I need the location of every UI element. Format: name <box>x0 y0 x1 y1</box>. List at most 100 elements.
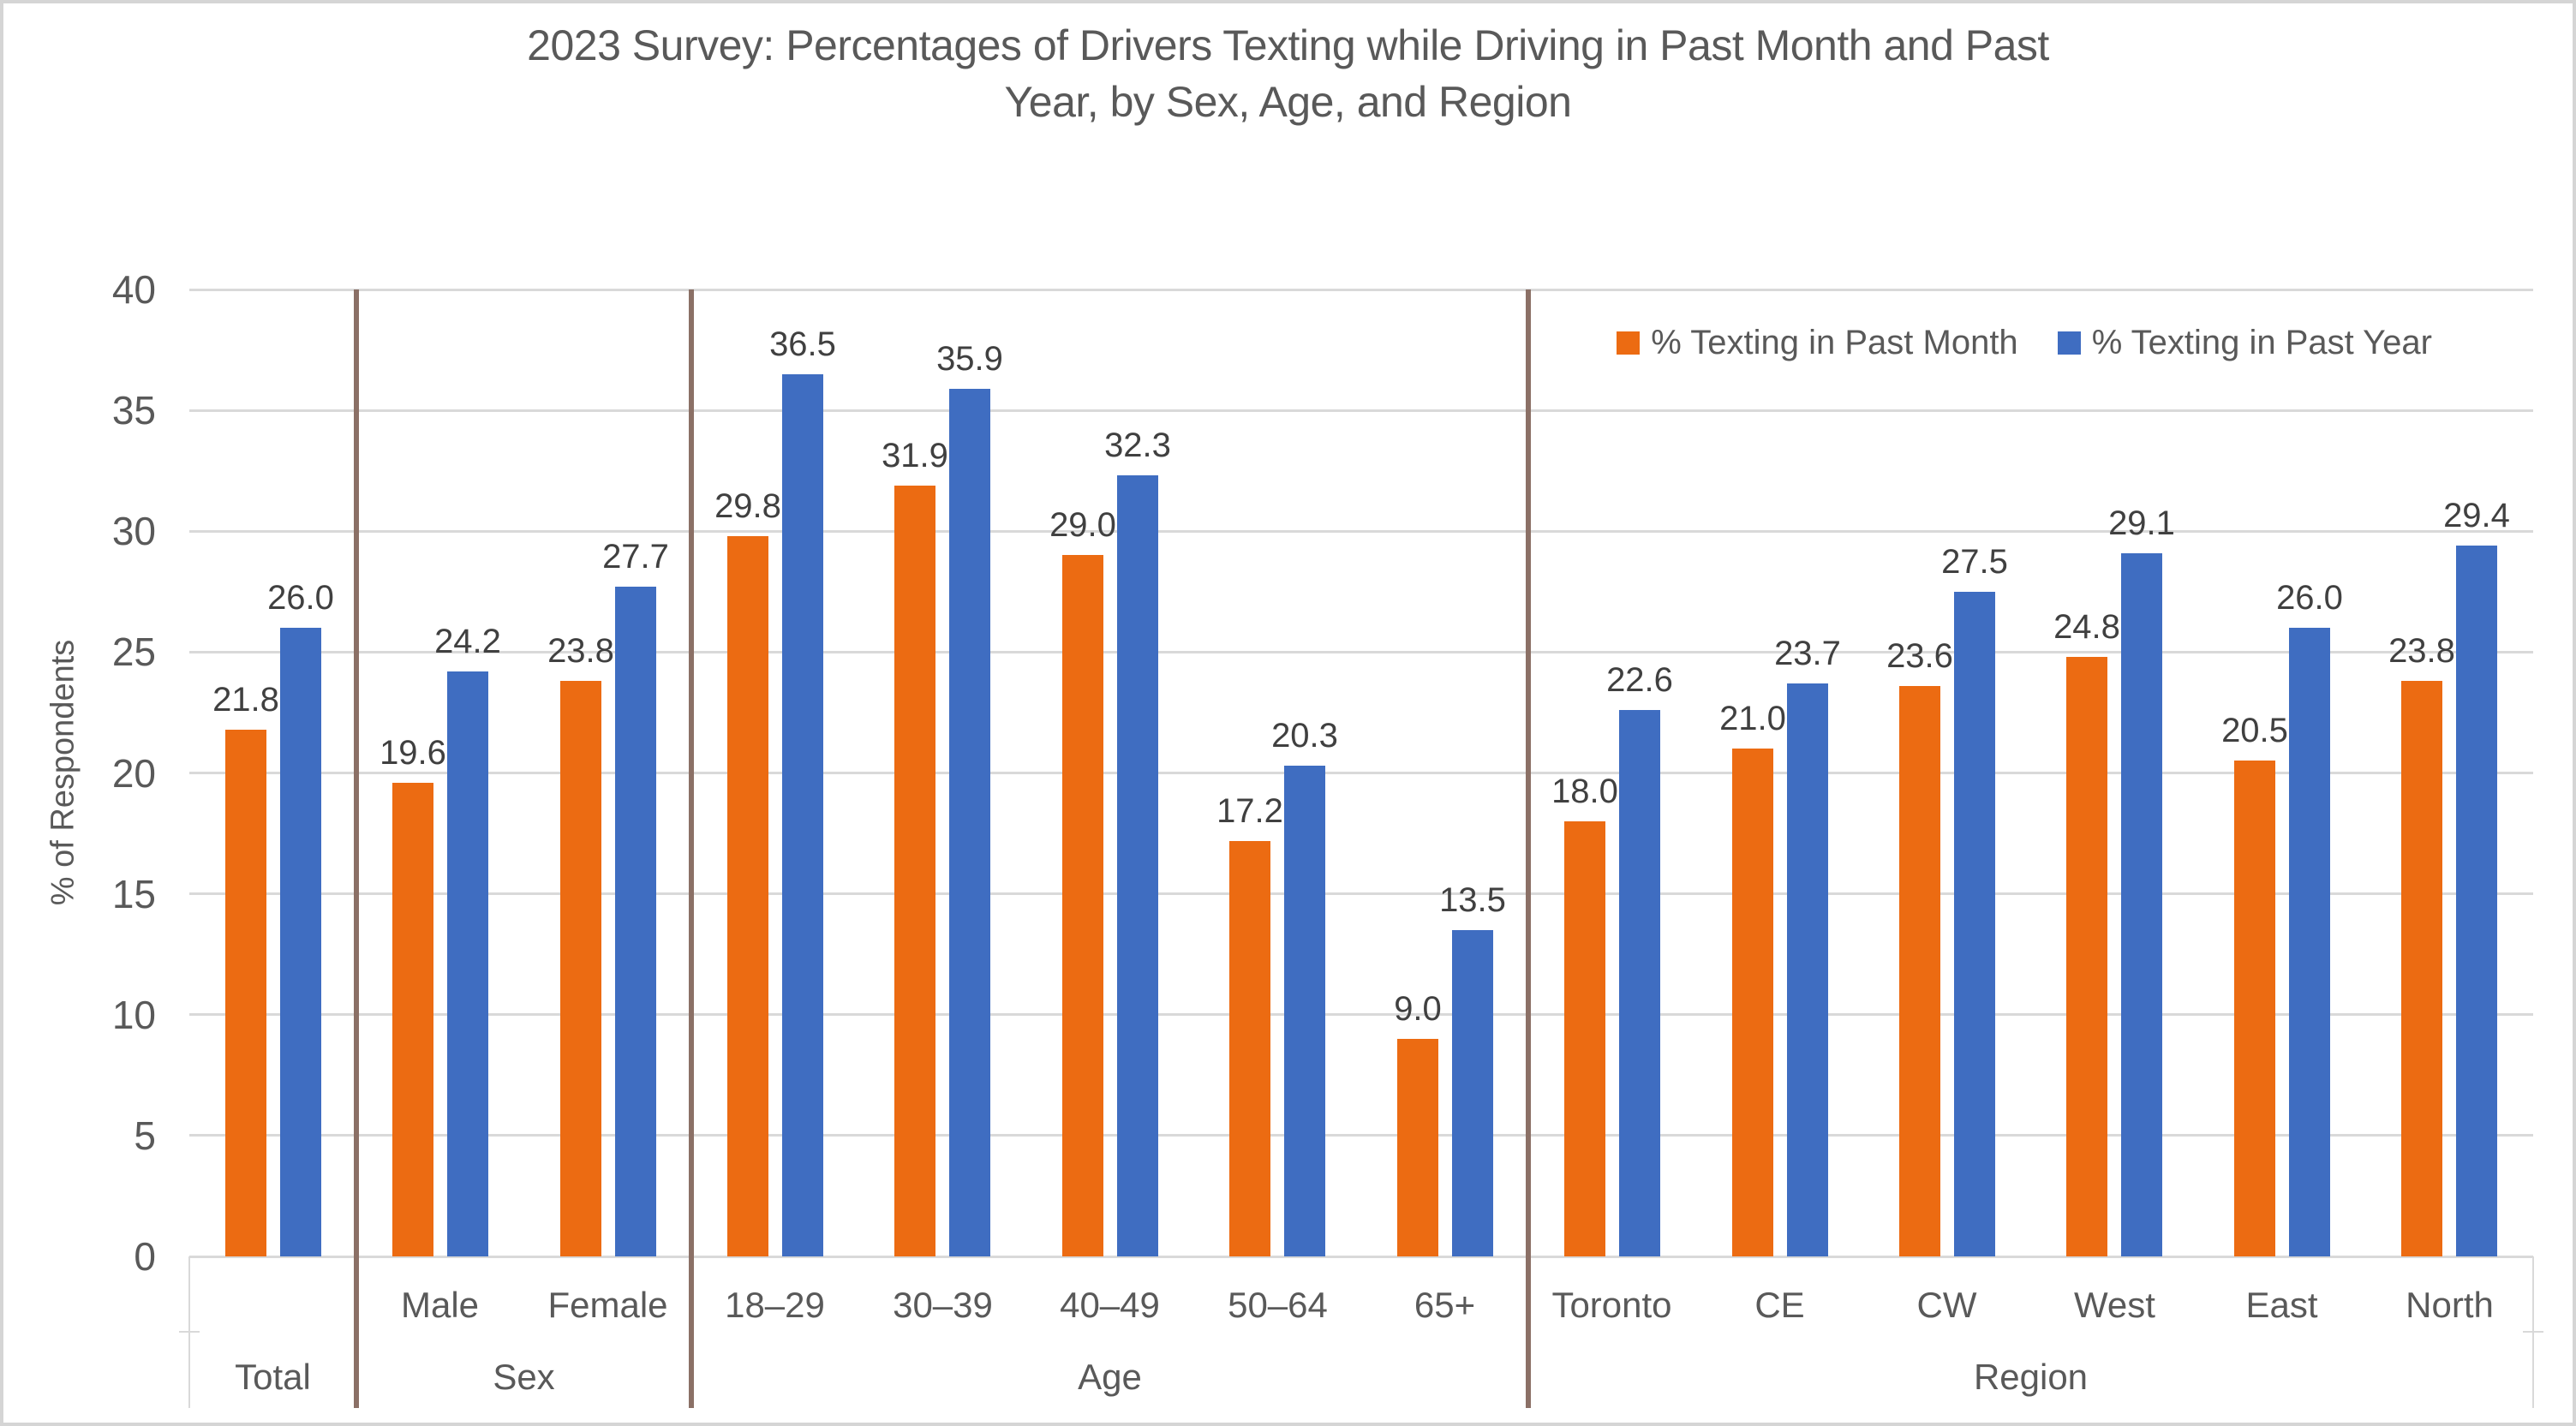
bar-value-label: 21.0 <box>1719 700 1786 737</box>
group-separator <box>1526 289 1531 1408</box>
bar-value-label: 29.0 <box>1049 506 1116 544</box>
category-label: North <box>2406 1285 2494 1325</box>
y-tick-label: 15 <box>111 872 156 916</box>
bar-value-label: 23.8 <box>547 632 614 670</box>
bar-north-past-year <box>2456 546 2497 1256</box>
bar-30-39-past-year <box>949 389 990 1256</box>
y-tick-label: 20 <box>111 751 156 796</box>
bar-value-label: 22.6 <box>1606 661 1673 699</box>
category-label: CE <box>1754 1285 1805 1325</box>
gridline <box>189 892 2533 895</box>
bar-18-29-past-year <box>782 374 823 1256</box>
category-label: West <box>2074 1285 2155 1325</box>
bar-ce-past-month <box>1732 749 1773 1256</box>
legend-entry-past-year: % Texting in Past Year <box>2057 324 2432 362</box>
bar-65--past-year <box>1452 930 1493 1256</box>
category-label: 30–39 <box>893 1285 993 1325</box>
bar-65--past-month <box>1397 1039 1438 1256</box>
bar-40-49-past-year <box>1117 475 1158 1256</box>
legend-label-past-year: % Texting in Past Year <box>2091 324 2432 361</box>
category-label: 40–49 <box>1060 1285 1160 1325</box>
bar-value-label: 29.4 <box>2443 497 2510 534</box>
bar-male-past-month <box>392 783 433 1256</box>
legend-label-past-month: % Texting in Past Month <box>1651 324 2018 361</box>
bar-value-label: 32.3 <box>1104 427 1171 464</box>
group-separator <box>689 289 694 1408</box>
bar-cw-past-year <box>1954 592 1995 1256</box>
bar-value-label: 9.0 <box>1394 990 1442 1028</box>
gridline <box>189 289 2533 291</box>
legend-swatch-past-year-icon <box>2057 331 2081 355</box>
y-tick-label: 5 <box>134 1113 156 1158</box>
gridline <box>189 772 2533 774</box>
bar-value-label: 26.0 <box>2276 579 2343 617</box>
legend: % Texting in Past Month % Texting in Pas… <box>1617 324 2432 362</box>
bar-value-label: 18.0 <box>1551 773 1618 810</box>
bar-18-29-past-month <box>727 536 768 1256</box>
bar-value-label: 23.8 <box>2388 632 2455 670</box>
bar-male-past-year <box>447 671 488 1256</box>
bar-value-label: 24.2 <box>434 623 501 660</box>
y-tick-label: 25 <box>111 629 156 674</box>
category-label: 50–64 <box>1228 1285 1328 1325</box>
bar-50-64-past-year <box>1284 766 1325 1256</box>
y-tick-label: 40 <box>111 267 156 312</box>
bar-east-past-month <box>2234 761 2275 1256</box>
bar-value-label: 17.2 <box>1216 792 1283 830</box>
chart-title-line-2: Year, by Sex, Age, and Region <box>1004 78 1572 126</box>
bar-west-past-month <box>2066 657 2107 1256</box>
bar-west-past-year <box>2121 553 2162 1256</box>
gridline <box>189 530 2533 533</box>
group-label-sex: Sex <box>493 1357 555 1397</box>
group-label-region: Region <box>1973 1357 2089 1397</box>
category-label: 65+ <box>1414 1285 1476 1325</box>
bar-east-past-year <box>2289 628 2330 1256</box>
bar-value-label: 31.9 <box>882 437 948 474</box>
bar-value-label: 20.3 <box>1271 717 1338 755</box>
bar-ce-past-year <box>1787 683 1828 1256</box>
bar-female-past-year <box>615 587 656 1256</box>
category-label: 18–29 <box>725 1285 825 1325</box>
bar-value-label: 27.5 <box>1941 543 2008 581</box>
group-separator <box>354 289 359 1408</box>
bar-value-label: 13.5 <box>1439 881 1506 919</box>
bar-total-past-month <box>225 730 266 1256</box>
gridline <box>189 651 2533 653</box>
legend-entry-past-month: % Texting in Past Month <box>1617 324 2018 362</box>
bar-value-label: 29.1 <box>2108 504 2175 542</box>
bar-30-39-past-month <box>894 486 935 1256</box>
bar-value-label: 26.0 <box>267 579 334 617</box>
y-tick-label: 35 <box>111 388 156 433</box>
y-tick-label: 10 <box>111 993 156 1037</box>
bar-value-label: 20.5 <box>2221 712 2288 749</box>
category-label: Male <box>400 1285 480 1325</box>
y-tick-label: 0 <box>134 1234 156 1279</box>
bar-40-49-past-month <box>1062 555 1103 1256</box>
bar-toronto-past-year <box>1619 710 1660 1256</box>
bar-north-past-month <box>2401 681 2442 1256</box>
chart-title: 2023 Survey: Percentages of Drivers Text… <box>3 17 2573 130</box>
category-label: Female <box>547 1285 668 1325</box>
bar-value-label: 35.9 <box>936 340 1003 378</box>
bar-toronto-past-month <box>1564 821 1605 1256</box>
legend-swatch-past-month-icon <box>1617 331 1641 355</box>
group-label-age: Age <box>1078 1357 1142 1397</box>
bar-female-past-month <box>560 681 601 1256</box>
bar-value-label: 23.6 <box>1886 637 1953 675</box>
category-label: Toronto <box>1551 1285 1672 1325</box>
category-label: East <box>2245 1285 2318 1325</box>
bar-value-label: 27.7 <box>602 538 669 576</box>
axis-row-tick <box>2523 1331 2543 1333</box>
y-tick-label: 30 <box>111 509 156 553</box>
bar-total-past-year <box>280 628 321 1256</box>
bar-value-label: 23.7 <box>1774 635 1841 672</box>
axis-row-tick <box>179 1331 200 1333</box>
bar-value-label: 29.8 <box>714 487 781 525</box>
gridline <box>189 1134 2533 1137</box>
bar-value-label: 21.8 <box>212 681 279 719</box>
plot-area: 0 5 10 15 20 25 30 35 40 Total Sex Male Female Age 18–… <box>3 3 2573 1423</box>
bar-value-label: 19.6 <box>380 734 446 772</box>
bar-value-label: 24.8 <box>2053 608 2120 646</box>
bar-cw-past-month <box>1899 686 1940 1256</box>
